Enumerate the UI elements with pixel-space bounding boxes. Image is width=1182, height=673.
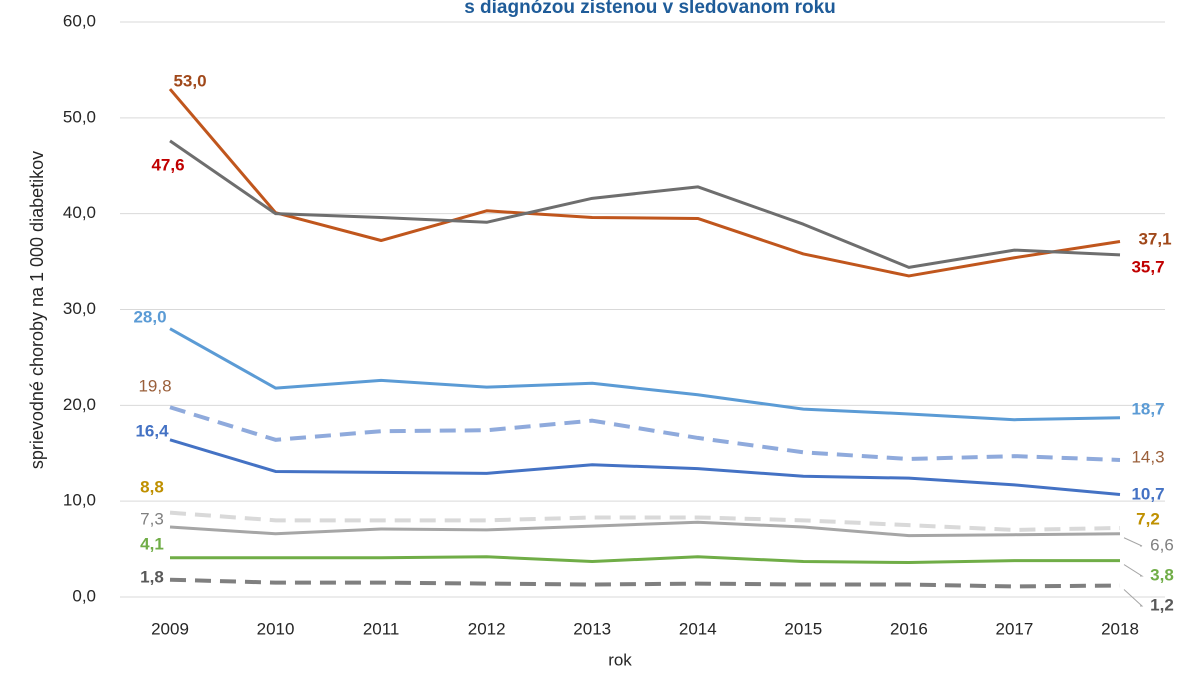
x-tick-label: 2009: [151, 619, 189, 638]
x-tick-label: 2011: [363, 619, 400, 638]
data-label: 3,8: [1150, 565, 1174, 584]
series-line: [170, 555, 1120, 564]
x-tick-label: 2016: [890, 619, 928, 638]
data-label: 1,2: [1150, 595, 1174, 614]
series-line: [169, 139, 1121, 269]
y-tick-label: 10,0: [63, 491, 96, 510]
data-label: 14,3: [1131, 447, 1164, 466]
series-line: [169, 327, 1121, 422]
leader-line: [1123, 589, 1144, 607]
x-tick-label: 2018: [1101, 619, 1139, 638]
chart-title: s diagnózou zistenou v sledovanom roku: [464, 0, 836, 18]
data-label: 7,2: [1136, 509, 1160, 528]
series-line: [169, 520, 1121, 538]
x-tick-label: 2017: [996, 619, 1034, 638]
data-label: 28,0: [133, 307, 166, 326]
y-tick-label: 20,0: [63, 395, 96, 414]
data-label: 16,4: [135, 421, 169, 440]
y-tick-label: 0,0: [72, 586, 96, 605]
data-label: 8,8: [140, 477, 164, 496]
leader-line: [1123, 564, 1144, 577]
data-label: 53,0: [173, 71, 206, 90]
data-label: 1,8: [140, 567, 164, 586]
y-tick-label: 50,0: [63, 107, 96, 126]
y-axis-label: sprievodné choroby na 1 000 diabetikov: [27, 151, 47, 469]
y-tick-label: 40,0: [63, 203, 96, 222]
data-label: 18,7: [1131, 399, 1164, 418]
data-label: 47,6: [151, 155, 184, 174]
x-tick-label: 2012: [468, 619, 506, 638]
series-line: [169, 510, 1121, 532]
x-axis-label: rok: [608, 650, 632, 669]
series-line: [169, 405, 1121, 462]
data-label: 7,3: [140, 509, 164, 528]
data-label: 4,1: [140, 534, 164, 553]
data-label: 6,6: [1150, 535, 1174, 554]
data-label: 37,1: [1138, 229, 1171, 248]
series-line: [168, 88, 1121, 278]
y-tick-label: 30,0: [63, 299, 96, 318]
data-label: 10,7: [1131, 484, 1164, 503]
data-label: 19,8: [138, 376, 171, 395]
leader-line: [1123, 537, 1143, 547]
y-tick-label: 60,0: [63, 11, 96, 30]
series-line: [169, 577, 1121, 589]
data-label: 35,7: [1131, 257, 1164, 276]
x-tick-label: 2013: [573, 619, 611, 638]
x-tick-label: 2010: [257, 619, 295, 638]
x-tick-label: 2015: [784, 619, 822, 638]
x-tick-label: 2014: [679, 619, 717, 638]
series-line: [169, 438, 1121, 496]
